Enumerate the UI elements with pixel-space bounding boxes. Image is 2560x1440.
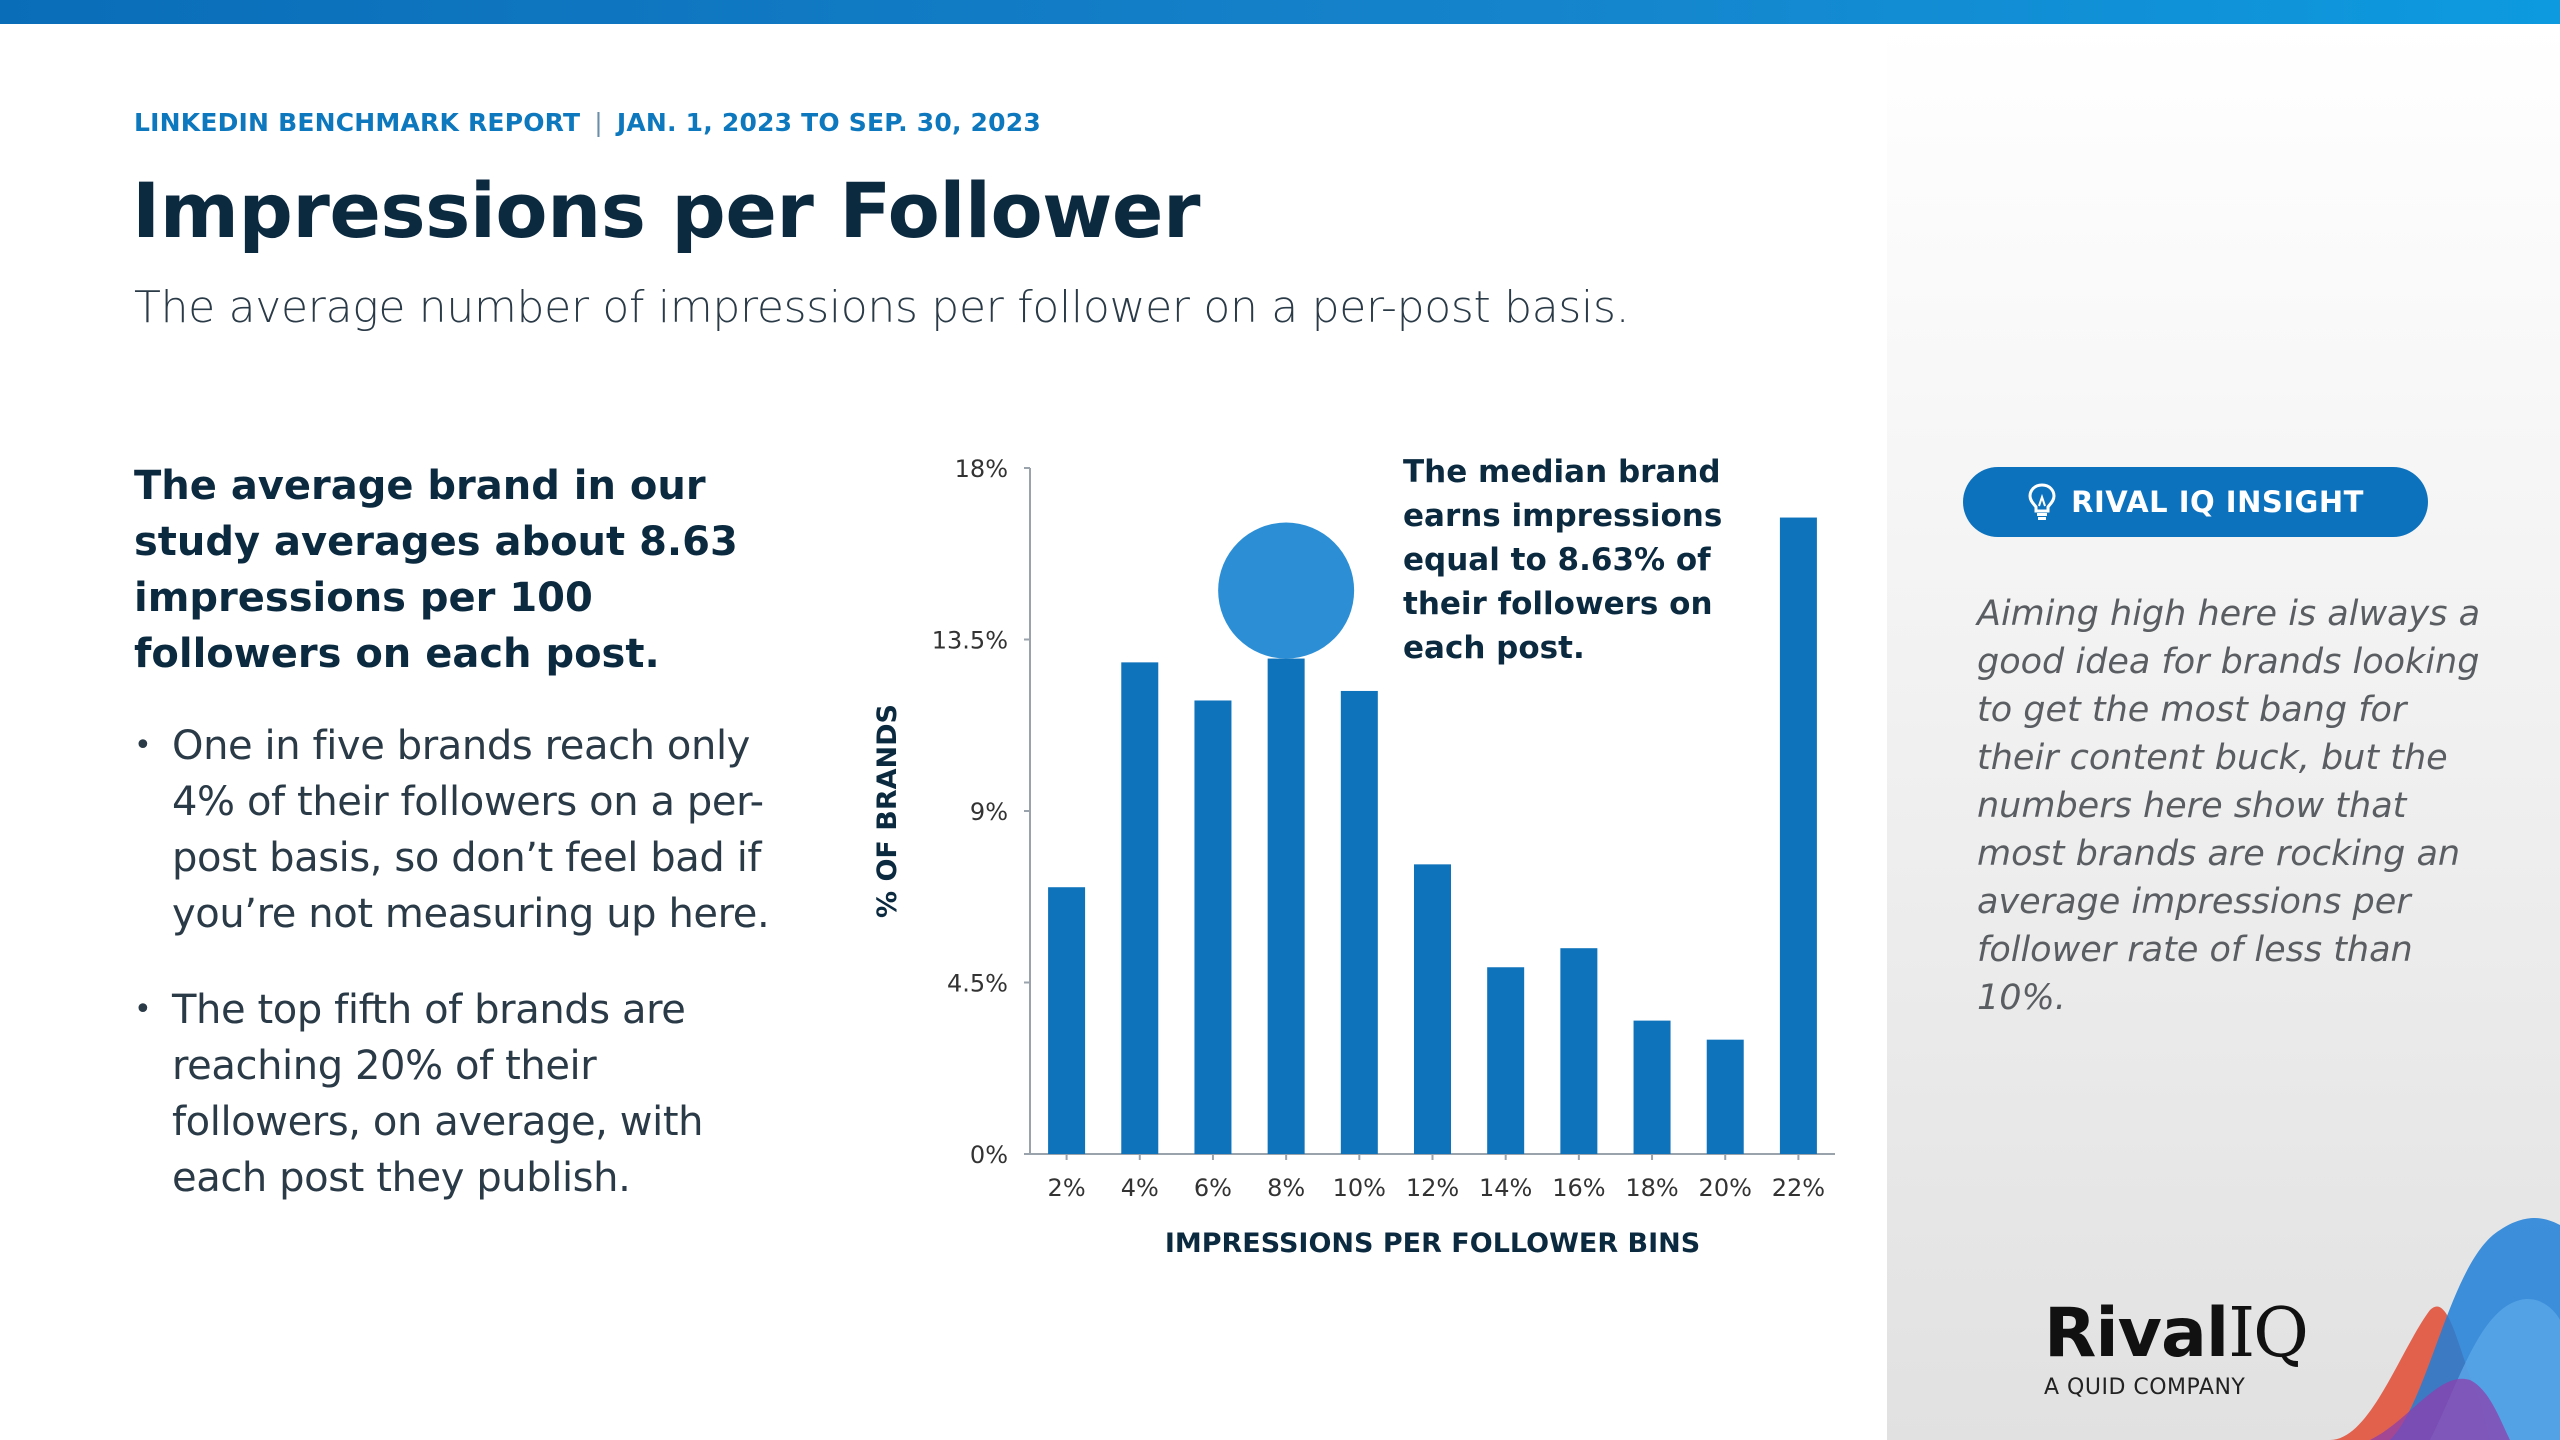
bullet-list: • One in five brands reach only 4% of the… <box>134 718 794 1246</box>
x-tick-label: 4% <box>1121 1174 1159 1202</box>
x-tick-label: 16% <box>1552 1174 1605 1202</box>
insight-badge: RIVAL IQ INSIGHT <box>1963 467 2428 537</box>
histogram-bar <box>1121 662 1159 1154</box>
lead-statement: The average brand in our study averages … <box>134 463 738 677</box>
eyebrow-separator: | <box>594 108 603 137</box>
median-annotation: The median brand earns impressions equal t… <box>1403 454 1722 666</box>
logo-iq: IQ <box>2228 1294 2309 1373</box>
x-axis-title: IMPRESSIONS PER FOLLOWER BINS <box>1165 1228 1700 1259</box>
x-tick-label: 2% <box>1048 1174 1086 1202</box>
y-tick-label: 4.5% <box>947 970 1008 998</box>
report-eyebrow: LINKEDIN BENCHMARK REPORT | JAN. 1, 2023 T… <box>134 108 1041 137</box>
report-date-range: JAN. 1, 2023 TO SEP. 30, 2023 <box>616 108 1041 137</box>
histogram-bar <box>1340 690 1378 1154</box>
top-accent-bar <box>0 0 2560 24</box>
page-title: Impressions per Follower <box>132 166 1200 255</box>
report-name: LINKEDIN BENCHMARK REPORT <box>134 108 581 137</box>
rival-iq-logo: RivalIQ A QUID COMPANY <box>2044 1294 2309 1400</box>
x-tick-label: 14% <box>1479 1174 1532 1202</box>
x-tick-label: 12% <box>1406 1174 1459 1202</box>
y-tick-label: 0% <box>970 1141 1008 1169</box>
bullet-text: The top fifth of brands are reaching 20%… <box>172 987 704 1201</box>
logo-name: Rival <box>2044 1294 2229 1373</box>
histogram-bar <box>1487 967 1525 1154</box>
histogram-bar <box>1779 517 1817 1154</box>
histogram-bar <box>1267 658 1305 1154</box>
median-marker-circle <box>1218 522 1355 659</box>
insight-text: Aiming high here is always a good idea f… <box>1977 594 2481 1018</box>
histogram-bar <box>1414 864 1451 1154</box>
x-tick-label: 22% <box>1772 1174 1825 1202</box>
y-axis-title: % OF BRANDS <box>872 704 903 918</box>
bullet-item: • One in five brands reach only 4% of the… <box>134 718 794 942</box>
x-tick-label: 18% <box>1625 1174 1678 1202</box>
histogram-bar <box>1560 948 1598 1154</box>
histogram-bar <box>1048 887 1086 1154</box>
bullet-dot-icon: • <box>134 728 152 763</box>
bullet-text: One in five brands reach only 4% of thei… <box>172 723 770 937</box>
bullet-dot-icon: • <box>134 992 152 1027</box>
decorative-waves <box>2330 1218 2560 1440</box>
page-subtitle: The average number of impressions per fo… <box>134 282 1630 333</box>
bullet-item: • The top fifth of brands are reaching 20… <box>134 982 794 1206</box>
y-tick-label: 13.5% <box>932 627 1008 655</box>
logo-wordmark: RivalIQ <box>2044 1294 2309 1373</box>
impressions-histogram: 0% 4.5% 9% 13.5% 18% 2% 4% 6% 8% 10% 12% 14% 16% 18% 2… <box>872 454 1835 1259</box>
x-tick-label: 8% <box>1267 1174 1305 1202</box>
x-tick-label: 10% <box>1333 1174 1386 1202</box>
insight-panel <box>1887 24 2560 1440</box>
histogram-bar <box>1706 1039 1744 1154</box>
y-tick-label: 9% <box>970 798 1008 826</box>
y-tick-label: 18% <box>955 455 1008 483</box>
histogram-bar <box>1633 1020 1671 1154</box>
histogram-bar <box>1194 700 1232 1154</box>
x-tick-label: 6% <box>1194 1174 1232 1202</box>
lightbulb-icon <box>2028 483 2056 520</box>
logo-tagline: A QUID COMPANY <box>2044 1375 2246 1400</box>
x-tick-label: 20% <box>1699 1174 1752 1202</box>
insight-label: RIVAL IQ INSIGHT <box>2071 485 2364 519</box>
